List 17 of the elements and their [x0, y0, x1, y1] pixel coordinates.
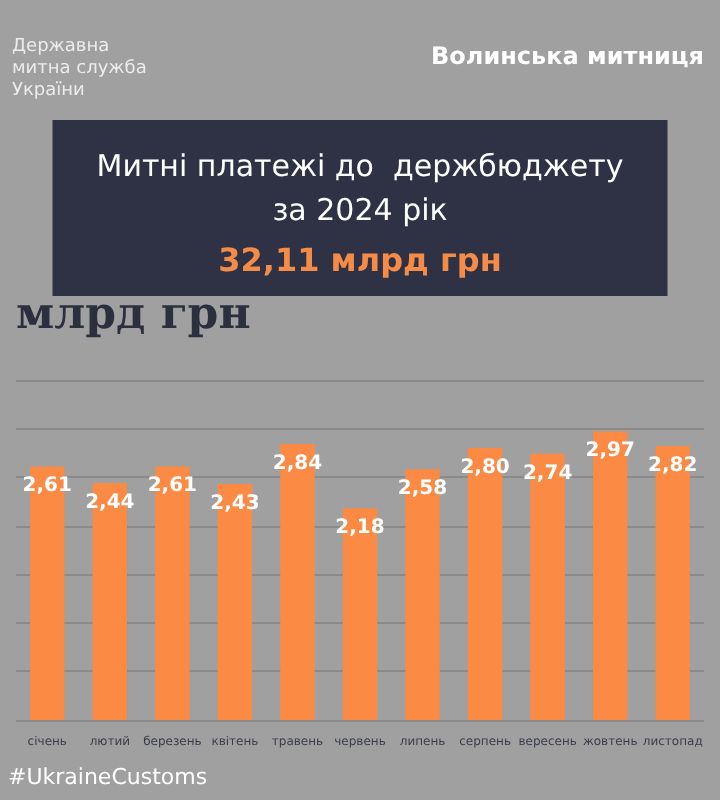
data-label: 2,97 [585, 440, 635, 463]
data-label: 2,44 [85, 491, 135, 514]
y-axis-title: млрд грн [16, 288, 251, 340]
data-label: 2,80 [460, 457, 510, 479]
text: Волинська митниця [431, 42, 705, 70]
data-label: 2,84 [272, 453, 323, 476]
text: Державна митна служба України [12, 37, 147, 101]
chart-title: Митні платежі до держбюджету за 2024 рік [96, 148, 624, 228]
data-label: 2,43 [210, 492, 260, 515]
data-label: 2,61 [147, 475, 198, 498]
chart-subtitle: 32,11 млрд грн [218, 241, 502, 279]
data-label: 2,61 [22, 475, 73, 498]
data-label: 2,74 [522, 462, 573, 485]
data-label: 2,82 [648, 455, 698, 478]
text: #UkraineCustoms [8, 764, 208, 790]
data-label: 2,58 [397, 478, 448, 501]
data-label: 2,18 [335, 517, 385, 540]
